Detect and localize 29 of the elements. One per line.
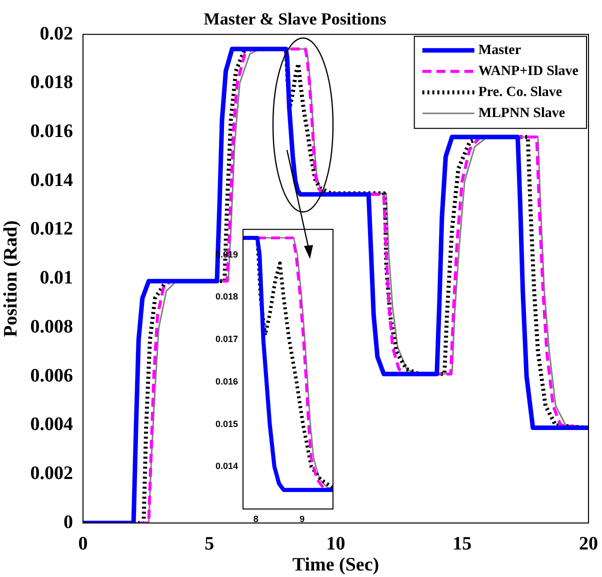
legend-label: Master	[478, 43, 522, 58]
y-tick-label: 0.02	[40, 23, 73, 44]
y-tick-label: 0.017	[215, 334, 238, 344]
y-axis-title: Position (Rad)	[0, 220, 22, 338]
y-tick-label: 0.016	[215, 376, 238, 386]
y-tick-label: 0.016	[30, 121, 73, 142]
y-tick-label: 0.018	[30, 72, 73, 94]
x-tick-label: 10	[326, 533, 346, 554]
y-tick-label: 0.004	[30, 414, 74, 436]
y-tick-label: 0.002	[30, 463, 73, 484]
x-tick-label: 15	[452, 533, 472, 554]
y-tick-label: 0.006	[30, 365, 73, 386]
x-tick-label: 0	[78, 533, 88, 554]
x-axis-title: Time (Sec)	[292, 554, 380, 576]
x-tick-label: 9	[300, 514, 305, 524]
legend-label: Pre. Co. Slave	[478, 85, 562, 100]
x-tick-label: 5	[204, 533, 214, 554]
legend-label: MLPNN Slave	[478, 106, 566, 122]
x-tick-label: 8	[253, 514, 258, 524]
y-tick-label: 0.008	[30, 316, 73, 338]
legend-label: WANP+ID Slave	[478, 64, 579, 80]
y-tick-label: 0.01	[40, 268, 73, 289]
x-tick-label: 20	[579, 533, 598, 554]
y-tick-label: 0.014	[30, 170, 74, 191]
chart-title: Master & Slave Positions	[204, 10, 387, 29]
y-tick-label: 0.015	[215, 418, 238, 429]
y-tick-label: 0.014	[215, 461, 238, 472]
y-tick-label: 0.018	[215, 292, 238, 302]
y-tick-label: 0.012	[30, 218, 73, 240]
